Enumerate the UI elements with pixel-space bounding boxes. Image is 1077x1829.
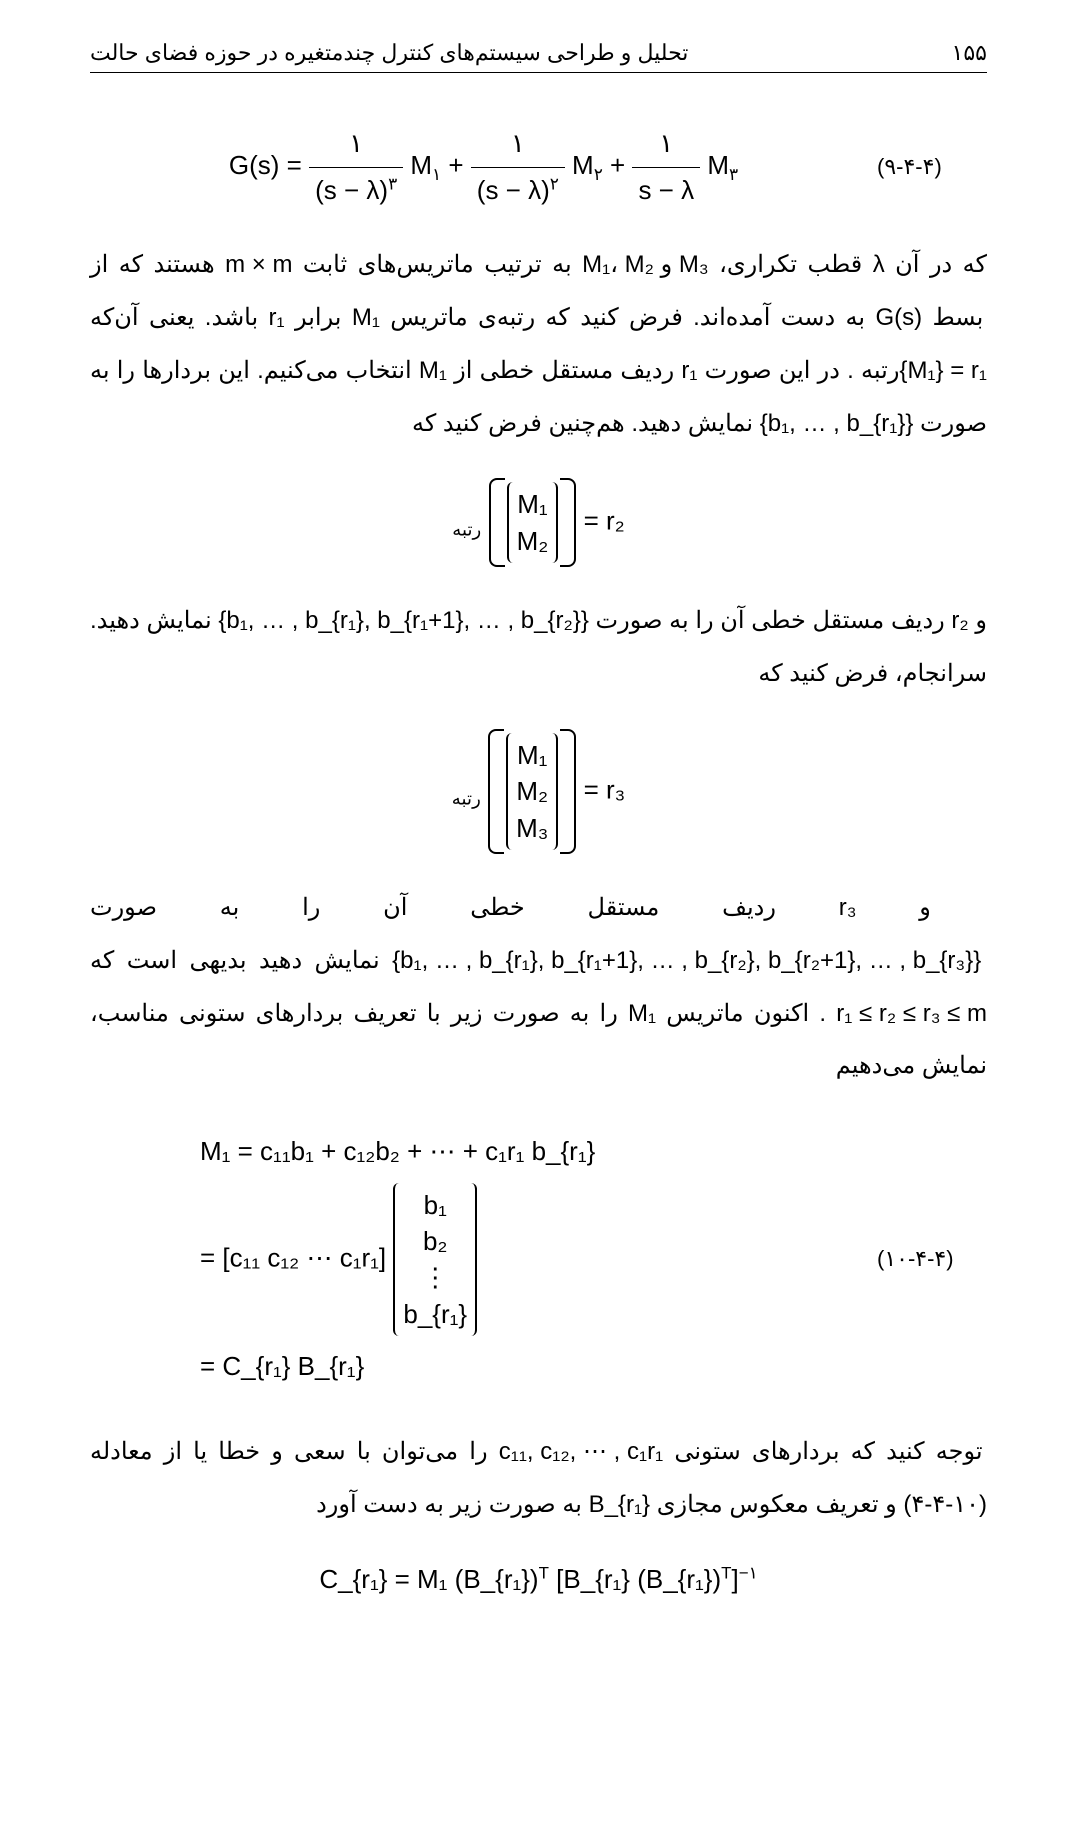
- p4-d: (۱۰-۴-۴) و تعریف معکوس مجازی: [650, 1491, 987, 1518]
- eq5-inv: −۱: [739, 1564, 758, 1583]
- p1-r: {b₁, … , b_{r₁}}: [760, 398, 914, 451]
- p1-c: به ترتیب ماتریس‌های ثابت: [292, 251, 571, 278]
- p3-b: r₃: [839, 882, 857, 935]
- p1-a: که در آن λ قطب تکراری،: [709, 251, 987, 278]
- header-title: تحلیل و طراحی سیستم‌های کنترل چندمتغیره …: [90, 40, 688, 66]
- p1-i: برابر: [285, 304, 342, 331]
- paragraph-2: و r₂ ردیف مستقل خطی آن را به صورت {b₁, ……: [90, 595, 987, 701]
- eq1-t3-den: s − λ: [632, 168, 700, 212]
- eq3-row1: M₁: [516, 737, 548, 773]
- p1-d: m × m: [225, 239, 292, 292]
- eq5-close: ]: [731, 1564, 738, 1594]
- eq2-prefix: رتبه: [452, 520, 481, 540]
- eq1-t3-sub: ۳: [729, 165, 738, 184]
- eq1-t1-sub: ۱: [432, 165, 441, 184]
- eq3-prefix: رتبه: [452, 788, 481, 808]
- p2-b: r₂: [951, 595, 968, 648]
- paragraph-3: و r₃ ردیف مستقل خطی آن را به صورت {b₁, ……: [90, 882, 987, 1093]
- p1-p: M₁: [419, 345, 447, 398]
- eq1-lhs: G(s) =: [229, 150, 302, 180]
- p1-l: رتبه{M₁} = r₁: [861, 345, 987, 398]
- p1-o: ردیف مستقل خطی از: [447, 357, 674, 384]
- eq1-plus2: +: [610, 150, 632, 180]
- p1-s: نمایش دهید. هم‌چنین فرض کنید که: [412, 410, 753, 437]
- p1-b: M₁، M₂ و M₃: [582, 239, 709, 292]
- eq3-row2: M₂: [516, 773, 548, 809]
- equation-10-4-4: M₁ = c₁₁b₁ + c₁₂b₂ + ⋯ + c₁r₁ b_{r₁} = […: [90, 1121, 987, 1398]
- eq1-t1-m: M: [410, 150, 432, 180]
- eq1-t2-num: ۱: [471, 123, 565, 168]
- eq2-row2: M₂: [517, 523, 549, 559]
- equation-10-4-4-label: (۱۰-۴-۴): [877, 1246, 987, 1272]
- eq5-supT2: T: [721, 1564, 731, 1583]
- eq4-line2-row: = [c₁₁ c₁₂ ⋯ c₁r₁]: [200, 1242, 386, 1272]
- eq4-mat-r3: ⋮: [403, 1259, 467, 1295]
- equation-cr1: C_{r₁} = M₁ (B_{r₁})T [B_{r₁} (B_{r₁})T]…: [90, 1559, 987, 1601]
- eq3-matrix: M₁ M₂ M₃: [506, 733, 558, 850]
- p2-c: ردیف مستقل خطی آن را به صورت: [589, 607, 945, 634]
- eq4-b-vector: b₁ b₂ ⋮ b_{r₁}: [393, 1183, 477, 1337]
- p2-a: و: [969, 607, 987, 634]
- p4-c: را می‌توان با سعی و خطا یا از معادله: [90, 1438, 488, 1465]
- eq3-row3: M₃: [516, 810, 548, 846]
- p4-e: B_{r₁}: [589, 1479, 650, 1532]
- equation-rank-r3: رتبه M₁ M₂ M₃ = r₃: [90, 729, 987, 854]
- eq2-outer-braces: M₁ M₂: [489, 478, 577, 567]
- p1-f: G(s): [875, 292, 922, 345]
- paragraph-4: توجه کنید که بردارهای ستونی c₁₁, c₁₂, ⋯ …: [90, 1426, 987, 1532]
- eq5-supT1: T: [539, 1564, 549, 1583]
- p1-n: r₁: [681, 345, 697, 398]
- p4-a: توجه کنید که بردارهای ستونی: [663, 1438, 982, 1465]
- eq1-t3-num: ۱: [632, 123, 700, 168]
- eq1-plus1: +: [448, 150, 470, 180]
- p3-g: . اکنون ماتریس: [656, 1000, 826, 1027]
- equation-cr1-body: C_{r₁} = M₁ (B_{r₁})T [B_{r₁} (B_{r₁})T]…: [90, 1559, 987, 1601]
- p3-d: {b₁, … , b_{r₁}, b_{r₁+1}, … , b_{r₂}, b…: [392, 935, 981, 988]
- eq1-t2-den: (s − λ): [477, 175, 550, 205]
- eq2-row1: M₁: [517, 486, 549, 522]
- eq4-mat-r2: b₂: [403, 1223, 467, 1259]
- eq4-line3: = C_{r₁} B_{r₁}: [200, 1346, 595, 1388]
- eq2-rhs: = r₂: [584, 506, 625, 536]
- eq1-t1-den: (s − λ): [315, 175, 388, 205]
- paragraph-1: که در آن λ قطب تکراری، M₁، M₂ و M₃ به تر…: [90, 239, 987, 450]
- eq1-t3-m: M: [707, 150, 729, 180]
- equation-rank-r2-body: رتبه M₁ M₂ = r₂: [90, 478, 987, 567]
- p1-g: به دست آمده‌اند. فرض کنید که رتبه‌ی ماتر…: [380, 304, 865, 331]
- eq1-t2-exp: ۲: [550, 174, 559, 193]
- p4-b: c₁₁, c₁₂, ⋯ , c₁r₁: [499, 1426, 663, 1479]
- equation-rank-r2: رتبه M₁ M₂ = r₂: [90, 478, 987, 567]
- p3-a: و: [857, 894, 931, 921]
- equation-9-4-4: G(s) = ۱ (s − λ)۳ M۱ + ۱ (s − λ)۲ M۲ + ۱…: [90, 123, 987, 211]
- p3-c: ردیف مستقل خطی آن را به صورت: [90, 894, 776, 921]
- p1-h: M₁: [352, 292, 380, 345]
- page-header: ۱۵۵ تحلیل و طراحی سیستم‌های کنترل چندمتغ…: [90, 40, 987, 73]
- equation-10-4-4-body: M₁ = c₁₁b₁ + c₁₂b₂ + ⋯ + c₁r₁ b_{r₁} = […: [90, 1121, 877, 1398]
- eq1-t2-sub: ۲: [594, 165, 603, 184]
- p3-h: M₁: [628, 988, 656, 1041]
- equation-9-4-4-body: G(s) = ۱ (s − λ)۳ M۱ + ۱ (s − λ)۲ M۲ + ۱…: [90, 123, 877, 211]
- eq1-t2-m: M: [572, 150, 594, 180]
- eq4-line1: M₁ = c₁₁b₁ + c₁₂b₂ + ⋯ + c₁r₁ b_{r₁}: [200, 1131, 595, 1173]
- p3-e: نمایش دهید بدیهی است که: [90, 947, 380, 974]
- p2-d: {b₁, … , b_{r₁}, b_{r₁+1}, … , b_{r₂}}: [218, 595, 589, 648]
- p3-f: r₁ ≤ r₂ ≤ r₃ ≤ m: [836, 988, 987, 1041]
- page: ۱۵۵ تحلیل و طراحی سیستم‌های کنترل چندمتغ…: [0, 0, 1077, 1829]
- eq4-mat-r4: b_{r₁}: [403, 1296, 467, 1332]
- eq5-mid: [B_{r₁} (B_{r₁}): [556, 1564, 721, 1594]
- eq2-matrix: M₁ M₂: [507, 482, 559, 563]
- eq1-t1-exp: ۳: [388, 174, 397, 193]
- eq4-mat-r1: b₁: [403, 1187, 467, 1223]
- p1-k: باشد. یعنی آن‌که: [90, 304, 258, 331]
- p1-m: . در این صورت: [697, 357, 853, 384]
- eq3-rhs: = r₃: [584, 774, 626, 804]
- page-number: ۱۵۵: [952, 40, 987, 66]
- eq1-t1-num: ۱: [309, 123, 403, 168]
- equation-9-4-4-label: (۹-۴-۴): [877, 154, 987, 180]
- eq5-lhs: C_{r₁} = M₁ (B_{r₁}): [319, 1564, 538, 1594]
- eq3-outer-braces: M₁ M₂ M₃: [488, 729, 576, 854]
- equation-rank-r3-body: رتبه M₁ M₂ M₃ = r₃: [90, 729, 987, 854]
- p4-f: به صورت زیر به دست آورد: [316, 1491, 582, 1518]
- p1-j: r₁: [269, 292, 285, 345]
